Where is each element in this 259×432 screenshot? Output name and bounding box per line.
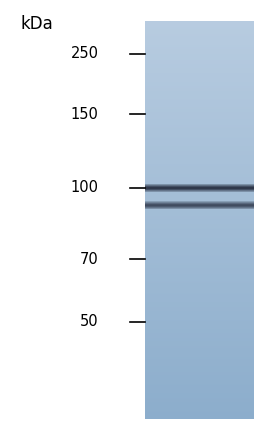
- Text: 150: 150: [70, 107, 98, 122]
- Text: kDa: kDa: [21, 15, 53, 33]
- Text: 50: 50: [80, 314, 98, 329]
- Text: 70: 70: [80, 252, 98, 267]
- Text: 250: 250: [70, 47, 98, 61]
- Text: 100: 100: [70, 181, 98, 195]
